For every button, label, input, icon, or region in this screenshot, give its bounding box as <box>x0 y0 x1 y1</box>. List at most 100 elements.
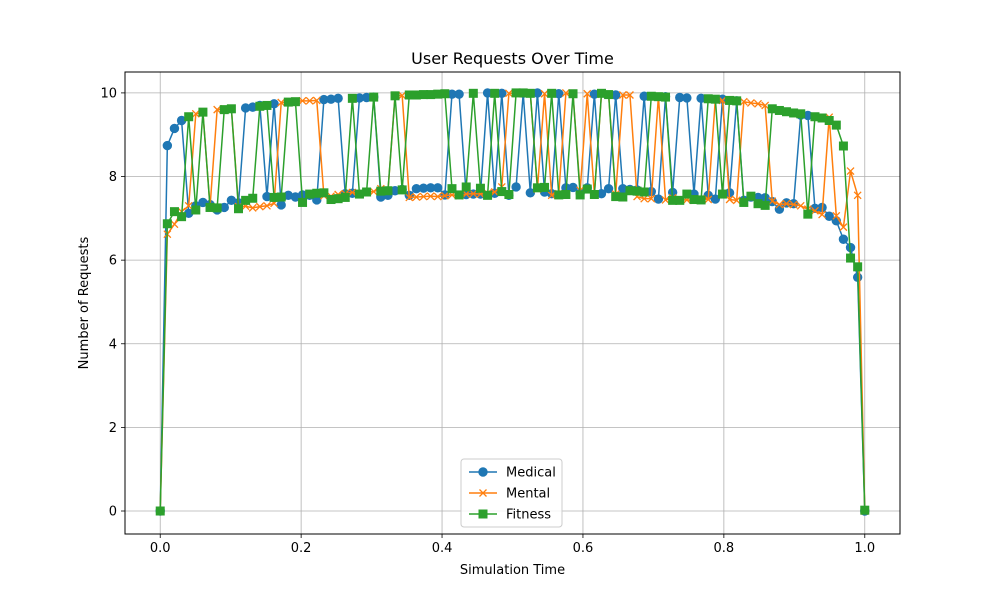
data-point-fitness <box>483 190 493 200</box>
data-point-fitness <box>760 200 770 210</box>
data-point-mental <box>839 223 848 232</box>
data-point-mental <box>789 200 798 209</box>
data-point-fitness <box>290 97 300 107</box>
data-point-mental <box>263 201 271 210</box>
data-point-fitness <box>568 89 578 99</box>
data-point-fitness <box>234 204 244 214</box>
data-point-mental <box>732 196 741 205</box>
data-point-fitness <box>796 109 806 119</box>
data-point-medical <box>774 204 785 214</box>
data-point-mental <box>398 91 407 100</box>
y-tick-label: 10 <box>100 86 117 101</box>
x-axis-label: Simulation Time <box>460 563 565 578</box>
data-point-mental <box>170 220 179 229</box>
data-point-fitness <box>362 187 372 197</box>
data-point-fitness <box>860 505 870 515</box>
data-point-mental <box>504 89 513 98</box>
y-tick-label: 6 <box>109 254 117 269</box>
data-point-medical <box>169 123 180 134</box>
data-point-mental <box>184 201 193 210</box>
data-point-fitness <box>390 91 400 101</box>
data-point-fitness <box>155 506 165 516</box>
data-point-medical <box>333 93 343 104</box>
ticks: 0.0 0.2 0.4 0.6 0.8 1.0 0 2 4 6 8 10 <box>100 86 875 556</box>
data-point-mental <box>277 98 286 107</box>
y-tick-label: 4 <box>109 337 117 352</box>
legend-item-mental: Mental <box>469 487 550 502</box>
data-point-fitness <box>618 192 628 202</box>
data-point-fitness <box>831 120 841 130</box>
data-point-medical <box>682 93 692 103</box>
data-point-mental <box>761 101 770 110</box>
data-point-fitness <box>276 192 286 202</box>
data-point-mental <box>426 192 435 201</box>
data-point-mental <box>739 97 748 106</box>
data-point-fitness <box>440 89 450 99</box>
x-tick-label: 0.2 <box>291 541 312 556</box>
data-point-fitness <box>582 184 592 194</box>
data-point-mental <box>746 98 755 107</box>
data-point-fitness <box>824 115 834 125</box>
y-tick-label: 0 <box>109 505 117 520</box>
data-point-mental <box>818 210 827 219</box>
data-point-fitness <box>177 212 187 222</box>
data-point-mental <box>754 99 762 108</box>
data-point-medical <box>454 89 464 99</box>
data-point-fitness <box>490 88 500 98</box>
data-point-mental <box>768 197 777 206</box>
data-point-fitness <box>454 190 464 200</box>
data-point-fitness <box>262 100 272 110</box>
legend-marker-mental <box>479 489 487 497</box>
data-point-fitness <box>248 193 258 203</box>
data-point-fitness <box>504 190 514 200</box>
data-point-mental <box>191 109 200 118</box>
data-point-fitness <box>853 262 863 272</box>
data-point-mental <box>312 96 321 105</box>
data-point-fitness <box>561 190 571 200</box>
data-point-fitness <box>191 205 201 215</box>
data-point-fitness <box>675 195 685 205</box>
data-point-mental <box>213 105 222 114</box>
legend-label-medical: Medical <box>506 466 556 481</box>
legend-item-medical: Medical <box>469 466 556 481</box>
data-point-mental <box>725 195 734 204</box>
data-point-fitness <box>639 187 649 197</box>
data-point-fitness <box>575 190 585 200</box>
y-tick-label: 8 <box>109 170 117 185</box>
data-point-mental <box>846 167 855 176</box>
legend-label-mental: Mental <box>506 487 550 502</box>
data-point-fitness <box>340 192 350 202</box>
data-point-mental <box>305 96 314 105</box>
data-point-mental <box>647 194 656 203</box>
data-point-fitness <box>717 189 727 199</box>
data-point-fitness <box>475 183 485 193</box>
data-point-mental <box>440 191 449 200</box>
data-point-medical <box>653 194 664 204</box>
data-point-mental <box>369 187 378 196</box>
data-point-mental <box>490 188 499 196</box>
data-point-fitness <box>319 188 329 198</box>
data-point-mental <box>718 96 727 105</box>
data-point-fitness <box>682 189 692 199</box>
data-point-mental <box>547 191 556 200</box>
data-point-mental <box>462 190 471 199</box>
data-point-fitness <box>838 141 848 151</box>
data-point-fitness <box>298 197 308 207</box>
data-point-fitness <box>746 191 756 201</box>
data-point-mental <box>661 195 670 204</box>
data-point-mental <box>704 195 713 204</box>
data-point-fitness <box>661 92 671 102</box>
data-point-fitness <box>212 203 222 213</box>
data-point-mental <box>832 211 841 220</box>
data-point-mental <box>419 192 428 201</box>
x-tick-label: 0.4 <box>432 541 453 556</box>
data-point-fitness <box>461 182 471 192</box>
data-point-fitness <box>468 88 478 98</box>
data-point-medical <box>603 183 614 194</box>
data-point-fitness <box>540 182 550 192</box>
data-point-fitness <box>347 93 357 103</box>
data-point-mental <box>561 88 570 97</box>
data-point-mental <box>255 202 264 211</box>
data-point-mental <box>782 199 791 208</box>
